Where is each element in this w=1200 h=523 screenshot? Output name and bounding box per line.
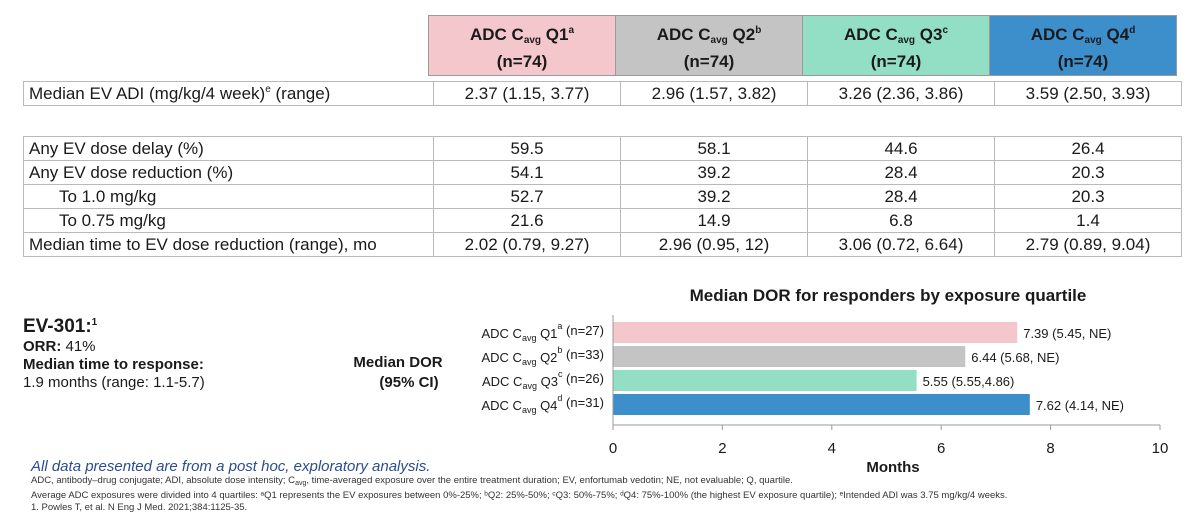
cell: 58.1	[620, 136, 808, 161]
chart-ylabel-line2: (95% CI)	[379, 374, 438, 391]
orr: ORR: 41%	[23, 338, 96, 355]
data-label-3: 5.55 (5.55,4.86)	[923, 374, 1015, 389]
data-label-1: 7.39 (5.45, NE)	[1023, 326, 1111, 341]
cell: 20.3	[994, 160, 1182, 185]
header-q3: ADC Cavg Q3c (n=74)	[802, 15, 990, 76]
header-q2: ADC Cavg Q2b (n=74)	[615, 15, 803, 76]
chart-xlabel: Months	[866, 459, 919, 476]
footnote-quartiles: Average ADC exposures were divided into …	[31, 490, 1008, 501]
row-label: Median time to EV dose reduction (range)…	[23, 232, 434, 257]
row-label: To 0.75 mg/kg	[23, 208, 434, 233]
data-label-4: 7.62 (4.14, NE)	[1036, 398, 1124, 413]
row-label: Any EV dose delay (%)	[23, 136, 434, 161]
dose-table: Any EV dose delay (%) 59.5 58.1 44.6 26.…	[23, 136, 1182, 257]
footnote-reference: 1. Powles T, et al. N Eng J Med. 2021;38…	[31, 502, 248, 513]
median-time-value: 1.9 months (range: 1.1-5.7)	[23, 374, 205, 391]
x-tick-label-10: 10	[1152, 440, 1169, 457]
cell: 14.9	[620, 208, 808, 233]
table-row: Median EV ADI (mg/kg/4 week)e (range) 2.…	[23, 81, 1182, 106]
cell: 3.59 (2.50, 3.93)	[994, 81, 1182, 106]
cell: 2.96 (1.57, 3.82)	[620, 81, 808, 106]
cell: 52.7	[433, 184, 621, 209]
category-label-1: ADC Cavg Q1a (n=27)	[481, 321, 604, 343]
table-row: To 1.0 mg/kg 52.7 39.2 28.4 20.3	[23, 184, 1182, 209]
footnote-abbreviations: ADC, antibody–drug conjugate; ADI, absol…	[31, 475, 793, 487]
footnotes: All data presented are from a post hoc, …	[31, 458, 1007, 514]
header-q1: ADC Cavg Q1a (n=74)	[428, 15, 616, 76]
header-table: ADC Cavg Q1a (n=74) ADC Cavg Q2b (n=74) AD…	[428, 15, 1177, 76]
row-label: Any EV dose reduction (%)	[23, 160, 434, 185]
cell: 28.4	[807, 184, 995, 209]
table-row: Any EV dose reduction (%) 54.1 39.2 28.4…	[23, 160, 1182, 185]
header-q4: ADC Cavg Q4d (n=74)	[989, 15, 1177, 76]
table-row: Median time to EV dose reduction (range)…	[23, 232, 1182, 257]
median-time-label: Median time to response:	[23, 356, 204, 373]
cell: 39.2	[620, 184, 808, 209]
footnote-italic: All data presented are from a post hoc, …	[31, 458, 431, 475]
chart-title: Median DOR for responders by exposure qu…	[690, 286, 1087, 305]
table-row: Any EV dose delay (%) 59.5 58.1 44.6 26.…	[23, 136, 1182, 161]
x-tick-label-8: 8	[1046, 440, 1054, 457]
table-row: To 0.75 mg/kg 21.6 14.9 6.8 1.4	[23, 208, 1182, 233]
cell: 21.6	[433, 208, 621, 233]
cell: 3.26 (2.36, 3.86)	[807, 81, 995, 106]
cell: 3.06 (0.72, 6.64)	[807, 232, 995, 257]
bar-4	[613, 394, 1030, 415]
x-tick-label-6: 6	[937, 440, 945, 457]
bar-1	[613, 322, 1018, 343]
chart-ylabel-line1: Median DOR	[353, 354, 442, 371]
adi-table: Median EV ADI (mg/kg/4 week)e (range) 2.…	[23, 81, 1182, 106]
data-label-2: 6.44 (5.68, NE)	[971, 350, 1059, 365]
bar-3	[613, 370, 917, 391]
bar-2	[613, 346, 966, 367]
cell: 2.79 (0.89, 9.04)	[994, 232, 1182, 257]
ev301-title: EV-301:1	[23, 316, 98, 337]
category-label-4: ADC Cavg Q4d (n=31)	[481, 393, 604, 415]
x-tick-label-0: 0	[609, 440, 617, 457]
cell: 2.37 (1.15, 3.77)	[433, 81, 621, 106]
cell: 2.02 (0.79, 9.27)	[433, 232, 621, 257]
row-label: To 1.0 mg/kg	[23, 184, 434, 209]
x-tick-label-2: 2	[718, 440, 726, 457]
row-label: Median EV ADI (mg/kg/4 week)e (range)	[23, 81, 434, 106]
cell: 2.96 (0.95, 12)	[620, 232, 808, 257]
cell: 6.8	[807, 208, 995, 233]
category-label-2: ADC Cavg Q2b (n=33)	[481, 345, 604, 367]
cell: 54.1	[433, 160, 621, 185]
category-label-3: ADC Cavg Q3c (n=26)	[482, 369, 604, 391]
ev301-summary: EV-301:1 ORR: 41% Median time to respons…	[23, 316, 205, 392]
x-tick-label-4: 4	[828, 440, 836, 457]
